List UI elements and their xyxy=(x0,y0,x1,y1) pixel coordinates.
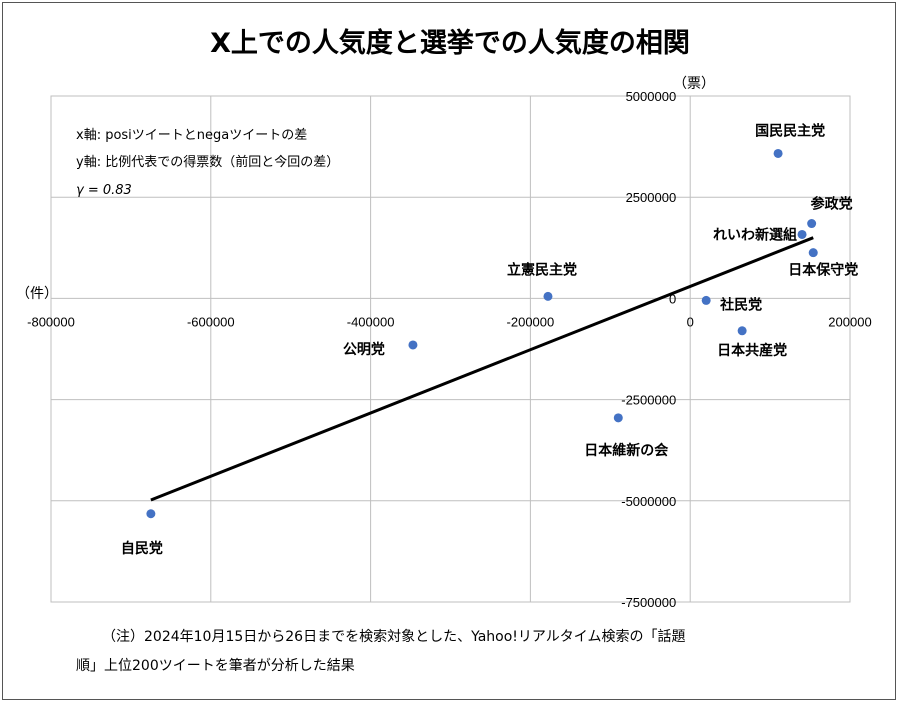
y-tick-label-0: 5000000 xyxy=(626,89,677,104)
x-tick-labels: -800000 -600000 -400000 -200000 0 200000 xyxy=(27,314,872,329)
x-tick-label-4: 0 xyxy=(687,314,694,329)
data-points xyxy=(146,148,818,519)
data-point-2 xyxy=(797,229,807,239)
y-axis-unit: （票） xyxy=(673,76,715,92)
x-tick-label-1: -600000 xyxy=(187,314,235,329)
point-label-1: 参政党 xyxy=(811,196,853,213)
point-label-3: 日本保守党 xyxy=(788,262,858,279)
data-point-8 xyxy=(613,413,623,423)
point-label-4: 立憲民主党 xyxy=(507,261,577,278)
y-tick-label-3: -2500000 xyxy=(621,393,676,408)
point-label-5: 社民党 xyxy=(719,296,762,313)
footnote-line-2: 順」上位200ツイートを筆者が分析した結果 xyxy=(76,658,355,674)
gridlines xyxy=(50,95,851,603)
y-tick-label-4: -5000000 xyxy=(621,494,676,509)
point-label-7: 公明党 xyxy=(343,341,385,358)
chart-title: X上での人気度と選挙での人気度の相関 xyxy=(210,27,690,59)
point-label-6: 日本共産党 xyxy=(717,342,787,359)
trendline xyxy=(150,236,814,502)
y-tick-label-5: -7500000 xyxy=(621,595,676,610)
y-tick-labels: 5000000 2500000 0 -2500000 -5000000 -7500000 xyxy=(621,89,676,610)
data-point-9 xyxy=(146,509,156,519)
point-label-9: 自民党 xyxy=(121,540,163,557)
annotation-y-axis: y軸: 比例代表での得票数（前回と今回の差） xyxy=(76,154,339,170)
annotation-correlation: γ = 0.83 xyxy=(76,183,132,198)
x-tick-label-0: -800000 xyxy=(27,314,75,329)
footnote-line-1: （注）2024年10月15日から26日までを検索対象とした、Yahoo!リアルタ… xyxy=(102,628,685,645)
point-label-2: れいわ新選組 xyxy=(713,226,797,243)
x-tick-label-5: 200000 xyxy=(828,314,871,329)
data-point-0 xyxy=(773,148,783,158)
data-point-5 xyxy=(701,295,711,305)
data-point-4 xyxy=(543,291,553,301)
point-label-0: 国民民主党 xyxy=(755,122,825,139)
y-tick-label-2: 0 xyxy=(669,291,676,306)
y-tick-label-1: 2500000 xyxy=(626,190,677,205)
data-point-1 xyxy=(807,219,817,229)
point-label-8: 日本維新の会 xyxy=(584,442,669,459)
x-tick-label-3: -200000 xyxy=(507,314,555,329)
annotation-x-axis: x軸: posiツイートとnegaツイートの差 xyxy=(76,128,307,143)
x-axis-unit: （件） xyxy=(16,286,58,302)
data-point-6 xyxy=(737,326,747,336)
data-point-3 xyxy=(808,248,818,258)
data-point-7 xyxy=(408,340,418,350)
x-tick-label-2: -400000 xyxy=(347,314,395,329)
